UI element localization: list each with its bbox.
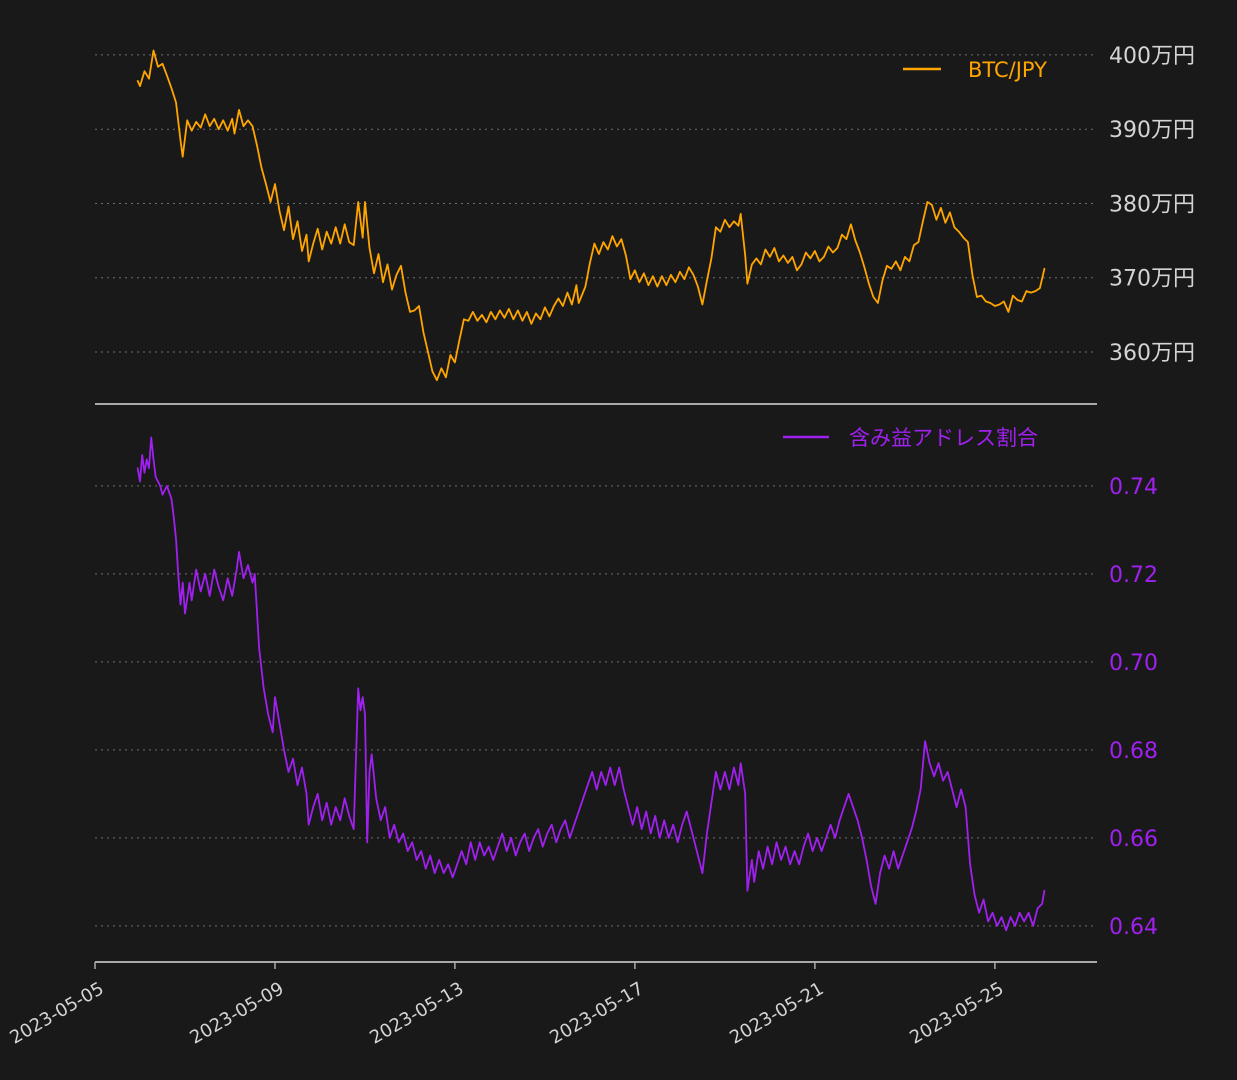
x-tick-label: 2023-05-17 <box>546 978 647 1048</box>
x-tick-label: 2023-05-25 <box>906 978 1007 1048</box>
btcjpy-panel: 400万円 390万円 380万円 370万円 360万円 <box>95 44 1195 405</box>
btcjpy-y-tick-label: 390万円 <box>1109 118 1195 143</box>
legend-btcjpy: BTC/JPY <box>903 58 1047 82</box>
ratio-line <box>136 436 1046 932</box>
x-tick-label: 2023-05-09 <box>186 978 287 1048</box>
ratio-y-tick-label: 0.68 <box>1109 739 1158 764</box>
ratio-y-tick-label: 0.74 <box>1109 475 1158 500</box>
ratio-y-tick-label: 0.64 <box>1109 915 1158 940</box>
btcjpy-y-tick-label: 370万円 <box>1109 267 1195 292</box>
ratio-y-tick-label: 0.70 <box>1109 651 1158 676</box>
btcjpy-line <box>136 49 1046 382</box>
x-tick-label: 2023-05-13 <box>366 978 467 1048</box>
btcjpy-y-tick-label: 380万円 <box>1109 193 1195 218</box>
ratio-y-tick-label: 0.72 <box>1109 563 1158 588</box>
x-tick-label: 2023-05-21 <box>726 978 827 1048</box>
ratio-legend-label: 含み益アドレス割合 <box>849 426 1038 450</box>
plot-layer: 400万円 390万円 380万円 370万円 360万円 0.74 0.72 0.70 0.6… <box>6 44 1195 1049</box>
btcjpy-legend-label: BTC/JPY <box>968 58 1047 82</box>
x-tick-label: 2023-05-05 <box>6 978 107 1048</box>
legend-ratio: 含み益アドレス割合 <box>783 426 1038 450</box>
btcjpy-y-tick-label: 360万円 <box>1109 341 1195 366</box>
ratio-panel: 0.74 0.72 0.70 0.68 0.66 0.64 <box>95 436 1158 963</box>
ratio-y-tick-label: 0.66 <box>1109 827 1158 852</box>
btcjpy-y-tick-label: 400万円 <box>1109 44 1195 69</box>
